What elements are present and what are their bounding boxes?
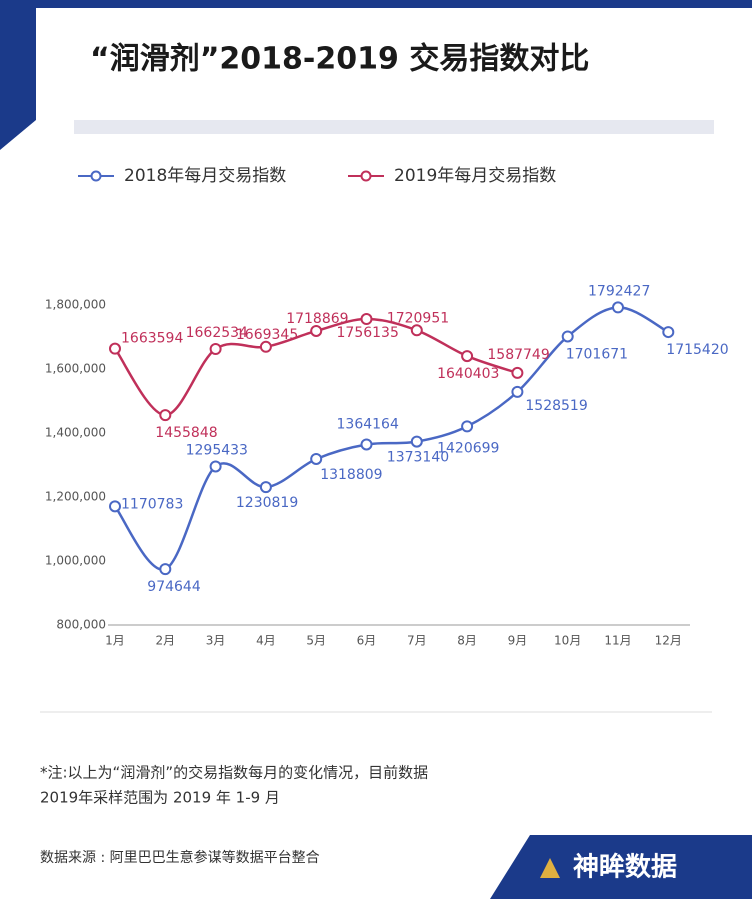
data-label: 1364164 [337,416,399,432]
data-label: 1318809 [320,467,382,483]
point [360,438,373,451]
data-label: 1528519 [525,398,587,414]
x-tick-label: 7月 [407,634,427,648]
data-label: 1669345 [236,327,298,343]
source: 数据来源 : 阿里巴巴生意参谋等数据平台整合 [40,849,320,866]
y-tick-label: 1,200,000 [45,490,106,504]
note: *注:以上为“润滑剂”的交易指数每月的变化情况，目前数据 [40,764,428,782]
brand: 神眸数据 [573,852,677,883]
point [109,500,121,513]
x-tick-label: 8月 [457,634,477,648]
title-bar [74,120,714,134]
x-tick-label: 6月 [357,634,377,648]
point [561,330,574,343]
data-label: 1373140 [387,450,449,466]
data-label: 1662534 [186,325,248,341]
data-label: 1715420 [666,342,728,358]
point [259,481,272,494]
data-label: 1587749 [487,347,549,363]
data-label: 1295433 [186,442,248,458]
x-tick-label: 11月 [604,634,631,648]
point [461,420,474,433]
point [662,326,675,339]
data-label: 1455848 [155,425,217,441]
point [511,366,524,379]
point [511,385,524,398]
point [209,342,222,355]
data-label: 1170783 [121,496,183,512]
brand-panel [490,835,752,899]
data-label: 1663594 [121,331,183,347]
data-label: 1792427 [588,283,650,299]
x-tick-label: 3月 [206,634,226,648]
legend-label: 2018年每月交易指数 [124,166,286,186]
brand-logo [540,858,560,878]
point [310,452,323,465]
point [209,460,222,473]
y-tick-label: 1,400,000 [45,426,106,440]
data-label: 1720951 [387,310,449,326]
data-label: 1230819 [236,495,298,511]
y-tick-label: 800,000 [56,618,106,632]
point [159,563,172,576]
x-tick-label: 2月 [155,634,175,648]
point [410,324,423,337]
data-label: 1640403 [437,366,499,382]
point [410,435,423,448]
x-tick-label: 5月 [306,634,326,648]
legend-marker [360,170,372,182]
data-label: 1756135 [337,325,399,341]
y-tick-label: 1,000,000 [45,554,106,568]
data-label: 974644 [147,579,201,595]
x-tick-label: 4月 [256,634,276,648]
point [612,301,624,314]
x-tick-label: 12月 [655,634,682,648]
point [360,313,373,326]
data-label: 1718869 [286,311,348,327]
x-tick-label: 1月 [105,634,125,648]
x-tick-label: 10月 [554,634,581,648]
legend-label: 2019年每月交易指数 [394,166,556,186]
data-label: 1701671 [566,346,628,362]
chart-title: “润滑剂”2018-2019 交易指数对比 [90,42,589,77]
point [461,350,474,363]
point [310,324,323,337]
y-tick-label: 1,600,000 [45,362,106,376]
y-tick-label: 1,800,000 [45,298,106,312]
point [109,342,121,355]
point [159,409,172,422]
legend-marker [90,170,102,182]
note: 2019年采样范围为 2019 年 1-9 月 [40,789,280,807]
data-label: 1420699 [437,440,499,456]
x-tick-label: 9月 [508,634,528,648]
point [259,340,272,353]
